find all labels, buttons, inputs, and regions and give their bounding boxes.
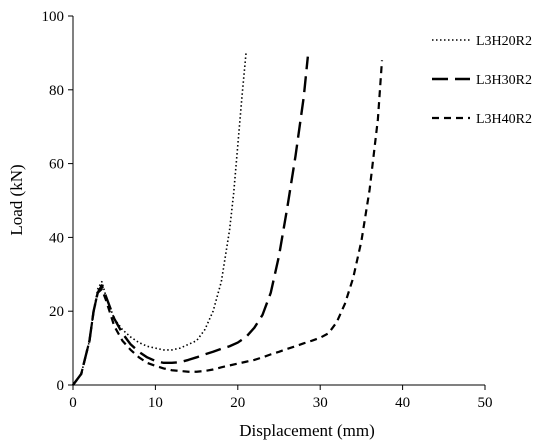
legend-label: L3H30R2 <box>476 73 532 88</box>
legend-label: L3H20R2 <box>476 34 532 49</box>
y-tick-label: 0 <box>57 378 65 394</box>
series-line-l3h40r2 <box>72 60 384 386</box>
x-tick-label: 10 <box>148 395 163 411</box>
y-tick-label: 80 <box>49 83 64 99</box>
legend-label: L3H40R2 <box>476 112 532 127</box>
x-tick-label: 40 <box>395 395 410 411</box>
series-layer <box>72 52 384 386</box>
y-tick-label: 100 <box>42 9 65 25</box>
series-line-l3h30r2 <box>72 56 310 386</box>
y-tick-label: 20 <box>49 304 64 320</box>
x-tick-label: 30 <box>313 395 328 411</box>
x-axis-title: Displacement (mm) <box>239 421 375 440</box>
x-tick-label: 20 <box>230 395 245 411</box>
y-tick-label: 40 <box>49 230 64 246</box>
legend: L3H20R2 L3H30R2 L3H40R2 <box>432 34 532 127</box>
x-tick-label: 50 <box>478 395 493 411</box>
y-axis-title: Load (kN) <box>7 164 26 235</box>
y-tick-label: 60 <box>49 157 64 173</box>
x-tick-label: 0 <box>69 395 77 411</box>
series-line-l3h20r2 <box>72 52 247 386</box>
axes: 0 10 20 30 40 50 0 20 40 60 80 100 <box>42 9 493 411</box>
